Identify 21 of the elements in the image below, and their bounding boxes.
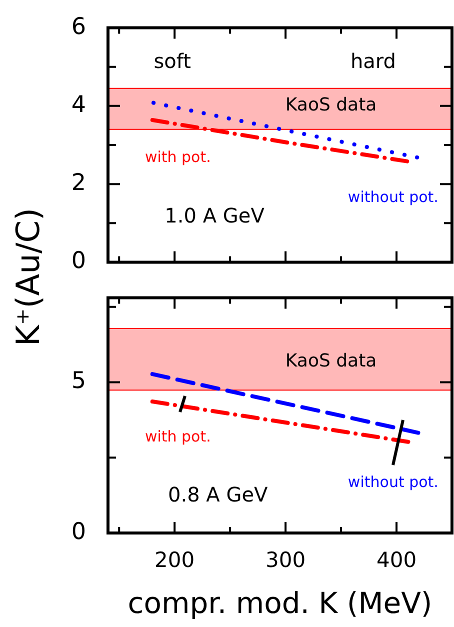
x-tick-label: 300 (266, 548, 306, 572)
y-axis-title: K⁺(Au/C) (9, 208, 47, 346)
x-tick-label: 400 (376, 548, 417, 572)
y-tick-label: 4 (71, 92, 86, 118)
y-tick-label: 0 (71, 518, 86, 545)
y-tick-label: 5 (71, 368, 86, 394)
x-tick-label: 200 (154, 548, 195, 572)
x-axis-title: compr. mod. K (MeV) (128, 586, 432, 620)
series-label: with pot. (144, 427, 211, 446)
y-tick-label: 6 (71, 14, 86, 40)
text: without pot. (348, 473, 438, 492)
annotation: hard (350, 49, 396, 74)
band-label: KaoS data (285, 94, 377, 116)
annotation: 0.8 A GeV (168, 482, 268, 506)
annotation: 1.0 A GeV (164, 203, 265, 228)
band-label: KaoS data (285, 350, 377, 372)
series-label: with pot. (144, 148, 211, 166)
y-tick-label: 0 (71, 248, 86, 274)
annotation: soft (154, 49, 192, 74)
text: without pot. (348, 188, 438, 206)
y-tick-label: 2 (71, 170, 86, 196)
